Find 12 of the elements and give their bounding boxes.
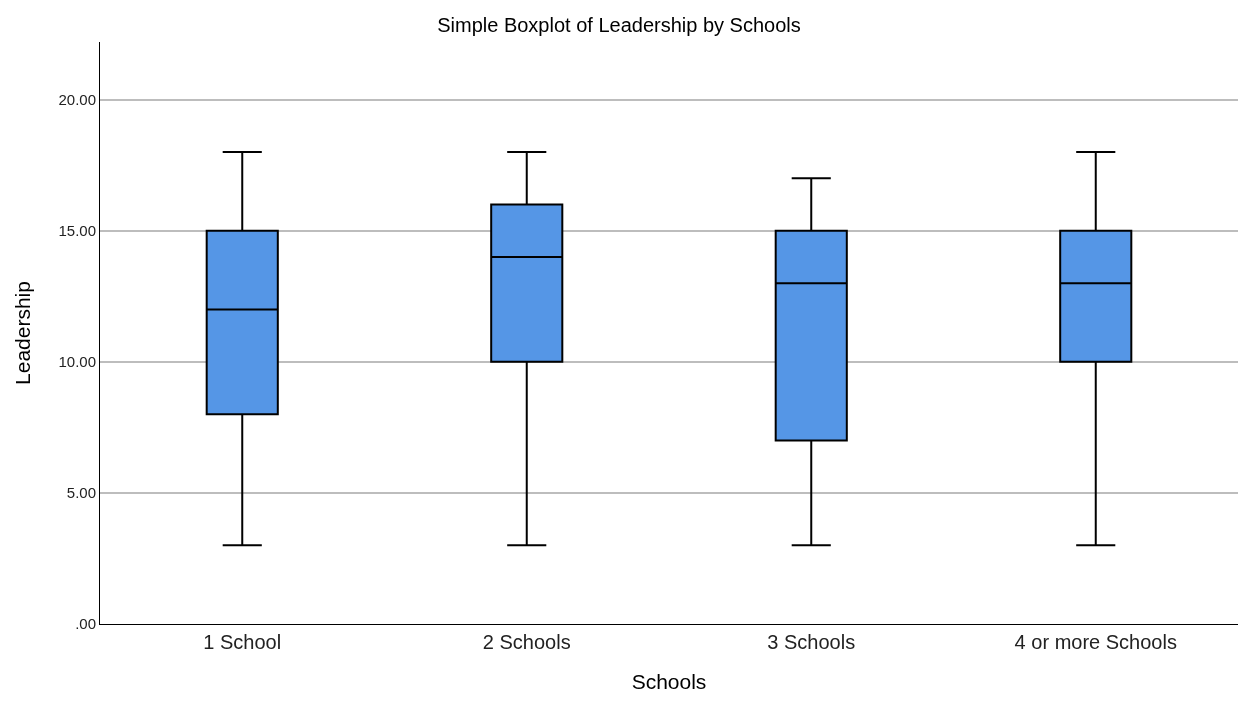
x-axis-title: Schools (631, 670, 707, 694)
x-tick-label: 1 School (203, 631, 282, 653)
y-tick-label: 5.00 (66, 484, 96, 502)
x-tick-label: 3 Schools (767, 631, 856, 653)
y-tick-label: 15.00 (58, 222, 96, 240)
y-tick-label: .00 (75, 615, 96, 633)
chart-title: Simple Boxplot of Leadership by Schools (437, 13, 801, 36)
y-axis-title: Leadership (10, 281, 34, 385)
x-tick-label: 2 Schools (482, 631, 571, 653)
x-tick-label: 4 or more Schools (1014, 631, 1177, 653)
y-tick-label: 20.00 (58, 90, 96, 108)
y-tick-label: 10.00 (58, 353, 96, 371)
